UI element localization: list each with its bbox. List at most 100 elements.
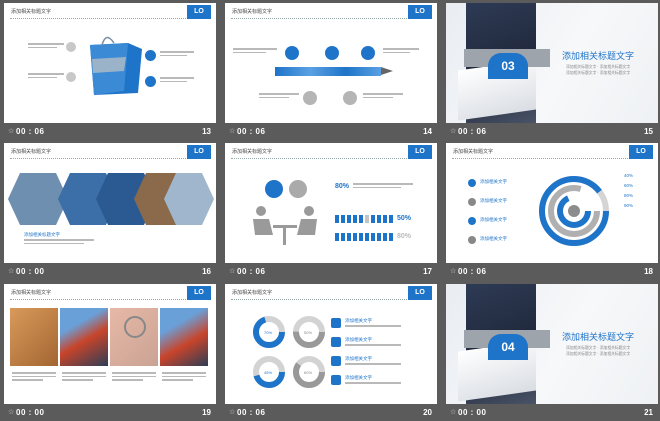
slide-header-text: 添加相关标题文字 — [232, 149, 273, 155]
slide-timing: 00 : 06 — [458, 267, 487, 276]
ring-percent: 80% — [624, 193, 634, 198]
slide-number: 19 — [202, 408, 211, 417]
star-icon: ☆ — [229, 128, 236, 135]
thumbnail-footer: ☆ 00 : 06 18 — [446, 263, 658, 280]
logo-badge: LO — [187, 145, 211, 159]
slide-timing: 00 : 00 — [16, 267, 45, 276]
header-divider — [231, 18, 411, 19]
cover-subtitle: 添加相关标题文字 · 添加相关标题文字 — [566, 65, 631, 69]
slide-preview: 添加相关标题文字 LO 80% 50% 80% — [225, 143, 437, 263]
slide-thumbnail-17[interactable]: 添加相关标题文字 LO 80% 50% 80% ☆ 00 : 06 17 — [225, 143, 437, 280]
slide-number: 16 — [202, 267, 211, 276]
logo-badge: LO — [629, 145, 653, 159]
header-divider — [10, 18, 190, 19]
header-divider — [231, 299, 411, 300]
star-icon: ☆ — [450, 128, 457, 135]
cover-subtitle: 添加相关标题文字 · 添加相关标题文字 — [566, 352, 631, 356]
slide-timing: 00 : 06 — [16, 127, 45, 136]
check-icon — [468, 198, 476, 206]
slide-number: 18 — [644, 267, 653, 276]
slide-preview: 添加相关标题文字 LO — [4, 284, 216, 404]
header-divider — [10, 158, 190, 159]
slide-thumbnail-15[interactable]: 03 添加相关标题文字 添加相关标题文字 · 添加相关标题文字 添加相关标题文字… — [446, 3, 658, 140]
item-title: 添加相关文字 — [345, 318, 372, 323]
document-icon — [331, 337, 341, 347]
thumbnail-footer: ☆ 00 : 06 13 — [4, 123, 216, 140]
text-lines — [233, 48, 277, 55]
slide-header-text: 添加相关标题文字 — [232, 290, 273, 296]
slide-header-text: 添加相关标题文字 — [232, 9, 273, 15]
item-title: 添加相关文字 — [345, 356, 372, 361]
user-icon — [331, 375, 341, 385]
item-label: 添加相关文字 — [480, 179, 507, 184]
cover-subtitle: 添加相关标题文字 · 添加相关标题文字 — [566, 71, 631, 75]
header-divider — [231, 158, 411, 159]
donut-label: 50% — [304, 330, 313, 335]
text-lines — [12, 372, 56, 383]
percent-top: 80% — [335, 183, 350, 190]
slide-thumbnail-16[interactable]: 添加相关标题文字 LO 添加相关标题文字 ☆ 00 : 00 16 — [4, 143, 216, 280]
cover-subtitle: 添加相关标题文字 · 添加相关标题文字 — [566, 346, 631, 350]
shopping-bag-icon — [90, 36, 142, 95]
slide-thumbnail-18[interactable]: 添加相关标题文字 LO 添加相关文字 添加相关文字 添加相关文字 添加相关文字 … — [446, 143, 658, 280]
slide-thumbnail-20[interactable]: 添加相关标题文字 LO 70% 50% 45% 60% 添加相关文字 添加相关文… — [225, 284, 437, 421]
photo-orange — [10, 308, 58, 366]
star-icon: ☆ — [8, 409, 15, 416]
meeting-silhouette-icon — [253, 206, 317, 245]
slide-thumbnail-14[interactable]: 添加相关标题文字 LO ☆ 00 : 06 14 — [225, 3, 437, 140]
slide-thumbnail-19[interactable]: 添加相关标题文字 LO ☆ 00 : 00 19 — [4, 284, 216, 421]
logo-badge: LO — [187, 5, 211, 19]
gray-circle-icon — [66, 42, 76, 52]
magnifier-icon — [124, 316, 146, 338]
text-lines — [383, 48, 419, 55]
section-number: 04 — [488, 334, 528, 360]
phone-icon — [285, 46, 299, 60]
slide-preview: 添加相关标题文字 LO 70% 50% 45% 60% 添加相关文字 添加相关文… — [225, 284, 437, 404]
tag-icon — [331, 356, 341, 366]
logo-badge: LO — [187, 286, 211, 300]
slide-thumbnail-13[interactable]: 添加相关标题文字 LO ☆ 00 : 06 13 — [4, 3, 216, 140]
slide-timing: 00 : 00 — [16, 408, 45, 417]
slide-number: 14 — [423, 127, 432, 136]
star-icon: ☆ — [8, 128, 15, 135]
slide-preview: 04 添加相关标题文字 添加相关标题文字 · 添加相关标题文字 添加相关标题文字… — [446, 284, 658, 404]
chat-bubble-icon — [265, 180, 283, 198]
text-lines — [259, 93, 299, 100]
pencil-bar — [275, 67, 381, 76]
slide-number: 20 — [423, 408, 432, 417]
thumbnail-footer: ☆ 00 : 00 21 — [446, 404, 658, 421]
photo-bridge — [60, 308, 108, 366]
percent-bottom: 80% — [397, 233, 412, 240]
donut-chart-grid — [253, 316, 325, 388]
ring-percent: 90% — [624, 203, 634, 208]
gray-circle-icon — [66, 72, 76, 82]
star-icon: ☆ — [450, 268, 457, 275]
key-icon — [145, 50, 156, 61]
text-lines — [363, 93, 403, 100]
text-lines — [345, 363, 401, 367]
slide-header-text: 添加相关标题文字 — [11, 9, 52, 15]
thumbnail-footer: ☆ 00 : 06 17 — [225, 263, 437, 280]
text-lines — [345, 325, 401, 329]
donut-label: 60% — [304, 370, 313, 375]
logo-badge: LO — [408, 145, 432, 159]
text-lines — [24, 239, 94, 246]
slide-header-text: 添加相关标题文字 — [453, 149, 494, 155]
search-icon — [289, 180, 307, 198]
slide-preview: 添加相关标题文字 LO — [225, 3, 437, 123]
thumbnail-footer: ☆ 00 : 06 20 — [225, 404, 437, 421]
donut-label: 70% — [264, 330, 273, 335]
pencil-tip — [381, 67, 393, 75]
slide-timing: 00 : 06 — [237, 127, 266, 136]
star-icon: ☆ — [229, 409, 236, 416]
monitor-icon — [331, 318, 341, 328]
item-title: 添加相关文字 — [345, 337, 372, 342]
header-divider — [10, 299, 190, 300]
item-label: 添加相关文字 — [480, 217, 507, 222]
text-lines — [345, 382, 401, 386]
slide-number: 15 — [644, 127, 653, 136]
star-icon: ☆ — [229, 268, 236, 275]
slide-thumbnail-21[interactable]: 04 添加相关标题文字 添加相关标题文字 · 添加相关标题文字 添加相关标题文字… — [446, 284, 658, 421]
text-lines — [28, 73, 64, 80]
slide-header-text: 添加相关标题文字 — [11, 290, 52, 296]
